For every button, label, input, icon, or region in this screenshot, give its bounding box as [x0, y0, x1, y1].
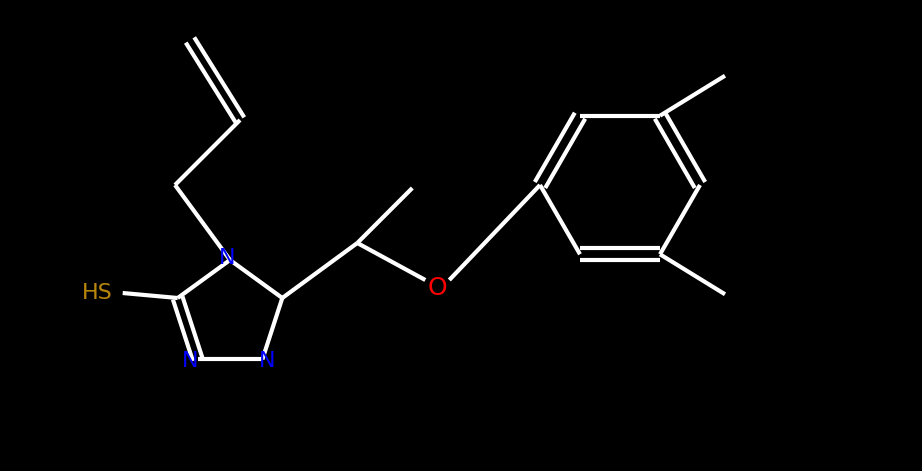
- Text: N: N: [219, 248, 235, 268]
- Text: N: N: [259, 351, 276, 372]
- Text: HS: HS: [82, 283, 113, 303]
- Text: N: N: [182, 351, 198, 372]
- Text: O: O: [428, 276, 447, 300]
